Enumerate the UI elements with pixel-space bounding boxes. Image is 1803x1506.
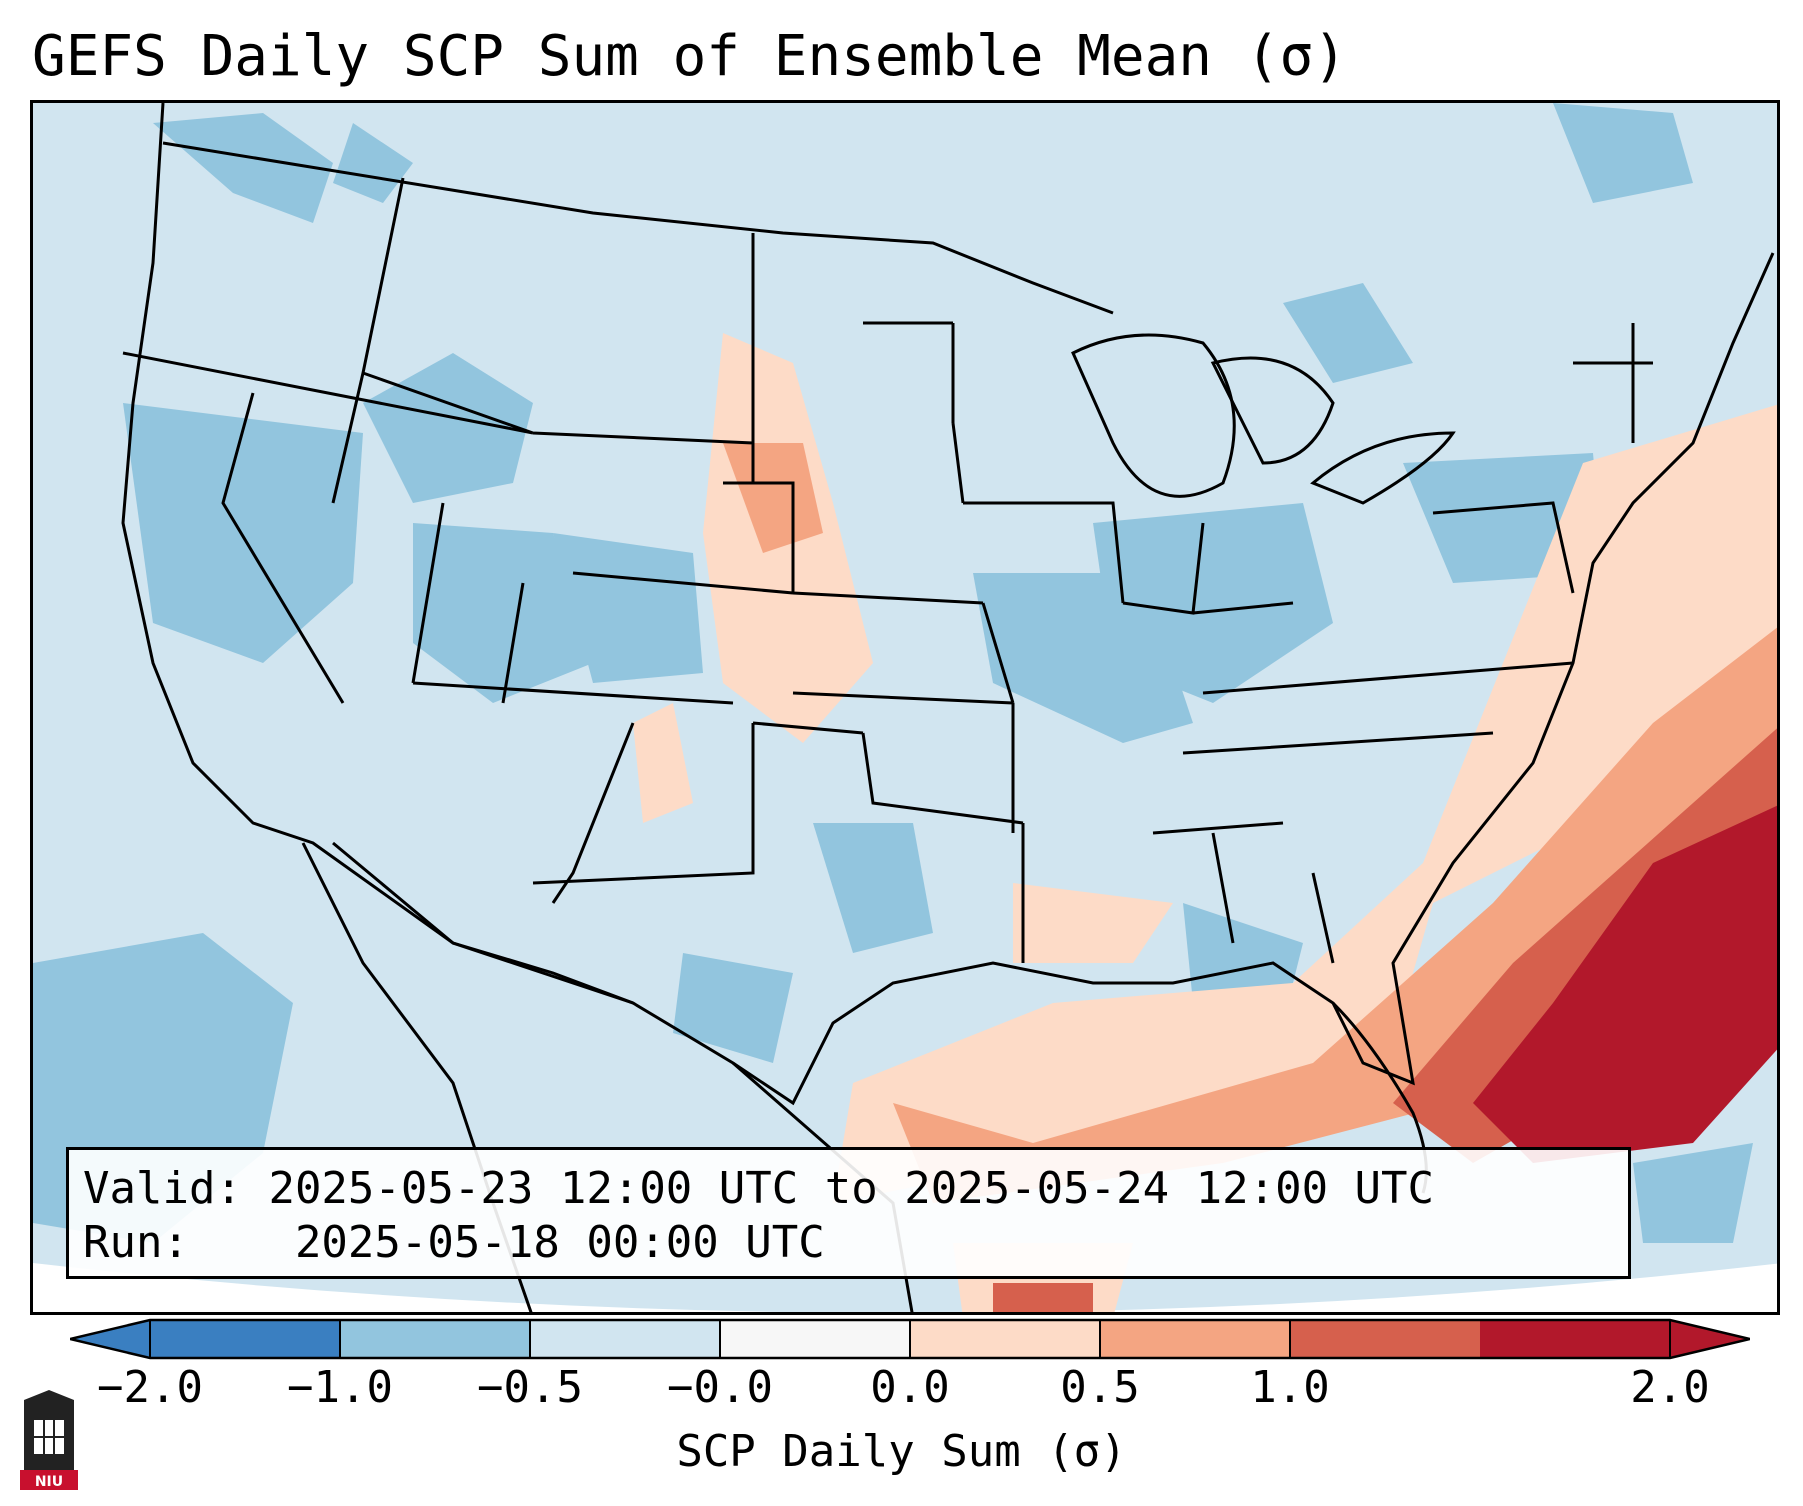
canada-border (162, 141, 1114, 315)
colorbar-tick-label: −1.0 (287, 1362, 393, 1413)
colorbar-segment (150, 1320, 341, 1358)
colorbar-tick-label: 0.5 (1060, 1362, 1140, 1413)
valid-run-info-box: Valid: 2025-05-23 12:00 UTC to 2025-05-2… (66, 1147, 1631, 1279)
colorbar-extend-max (1670, 1320, 1750, 1358)
colorbar-segment (720, 1320, 911, 1358)
colorbar-tick-label: 2.0 (1630, 1362, 1710, 1413)
state-lines (122, 177, 1653, 964)
colorbar-extend-min (70, 1320, 150, 1358)
colorbar-outline (70, 1318, 1750, 1360)
map-title: GEFS Daily SCP Sum of Ensemble Mean (σ) (32, 24, 1347, 89)
scp-map (33, 103, 1777, 1312)
niu-logo-band (20, 1470, 78, 1490)
colorbar-label: SCP Daily Sum (σ) (676, 1426, 1127, 1477)
niu-logo: NIU (20, 1390, 78, 1490)
positive-anomaly-regions (633, 333, 1777, 1312)
colorbar-segment (1100, 1320, 1291, 1358)
valid-row: Valid: 2025-05-23 12:00 UTC to 2025-05-2… (83, 1162, 1614, 1216)
colorbar-tick-label: −0.0 (667, 1362, 773, 1413)
valid-label: Valid: (83, 1163, 242, 1214)
run-label: Run: (83, 1217, 189, 1268)
niu-logo-text: NIU (35, 1474, 63, 1490)
colorbar (70, 1318, 1750, 1360)
colorbar-tick-label: −0.5 (477, 1362, 583, 1413)
colorbar-tick-label: 0.0 (870, 1362, 950, 1413)
great-lakes (1071, 333, 1236, 498)
colorbar-segment (910, 1320, 1101, 1358)
colorbar-segment (530, 1320, 721, 1358)
colorbar-segment (1480, 1320, 1671, 1358)
medium-blue-regions (33, 103, 1753, 1243)
run-row: Run: 2025-05-18 00:00 UTC (83, 1216, 1614, 1270)
run-value: 2025-05-18 00:00 UTC (294, 1217, 825, 1268)
valid-value: 2025-05-23 12:00 UTC to 2025-05-24 12:00… (268, 1163, 1435, 1214)
colorbar-tick-label: −2.0 (97, 1362, 203, 1413)
map-panel[interactable] (30, 100, 1780, 1315)
colorbar-segment (340, 1320, 531, 1358)
colorbar-segment (1290, 1320, 1481, 1358)
colorbar-tick-label: 1.0 (1250, 1362, 1330, 1413)
